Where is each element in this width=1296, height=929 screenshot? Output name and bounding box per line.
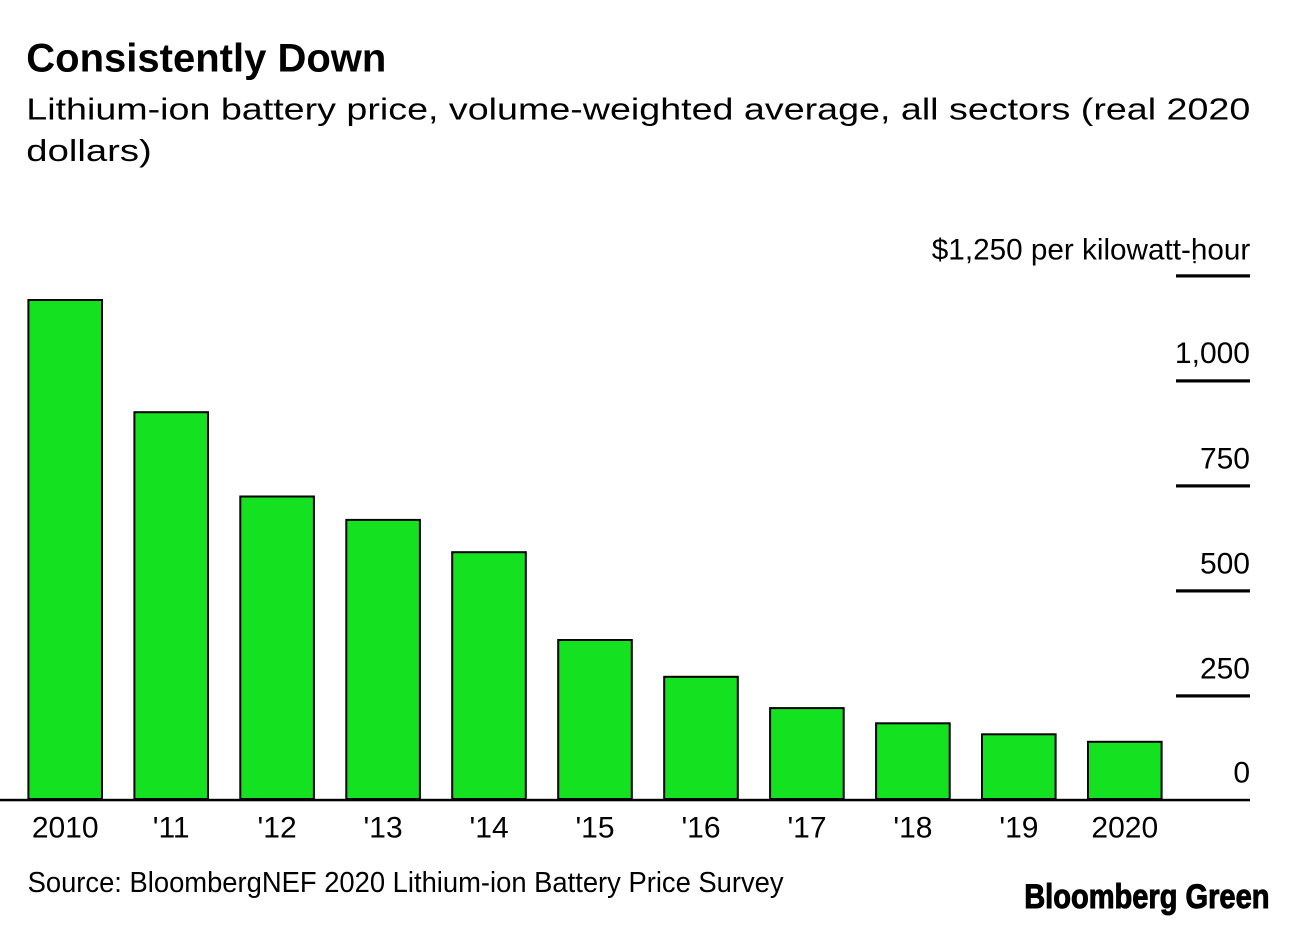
svg-text:'13: '13 [364,811,403,844]
svg-text:'14: '14 [470,811,509,844]
svg-text:2010: 2010 [32,811,99,844]
svg-text:'18: '18 [893,811,932,844]
svg-text:'15: '15 [575,811,614,844]
svg-text:dollars): dollars) [26,133,152,168]
svg-text:'16: '16 [681,811,720,844]
svg-text:'19: '19 [999,811,1038,844]
svg-text:500: 500 [1200,547,1250,580]
svg-text:'11: '11 [153,811,190,844]
svg-text:'12: '12 [258,811,297,844]
svg-text:$1,250 per kilowatt-hour: $1,250 per kilowatt-hour [932,233,1251,266]
svg-text:2020: 2020 [1091,811,1158,844]
svg-text:Bloomberg Green: Bloomberg Green [1024,878,1269,916]
svg-text:0: 0 [1233,757,1250,790]
svg-text:750: 750 [1200,442,1250,475]
svg-text:250: 250 [1200,653,1250,686]
svg-text:'17: '17 [787,811,826,844]
svg-text:Consistently Down: Consistently Down [26,37,386,81]
svg-text:1,000: 1,000 [1175,337,1250,370]
svg-text:Source: BloombergNEF 2020 Lith: Source: BloombergNEF 2020 Lithium-ion Ba… [28,867,784,899]
svg-text:Lithium-ion battery price, vol: Lithium-ion battery price, volume-weight… [26,92,1250,127]
